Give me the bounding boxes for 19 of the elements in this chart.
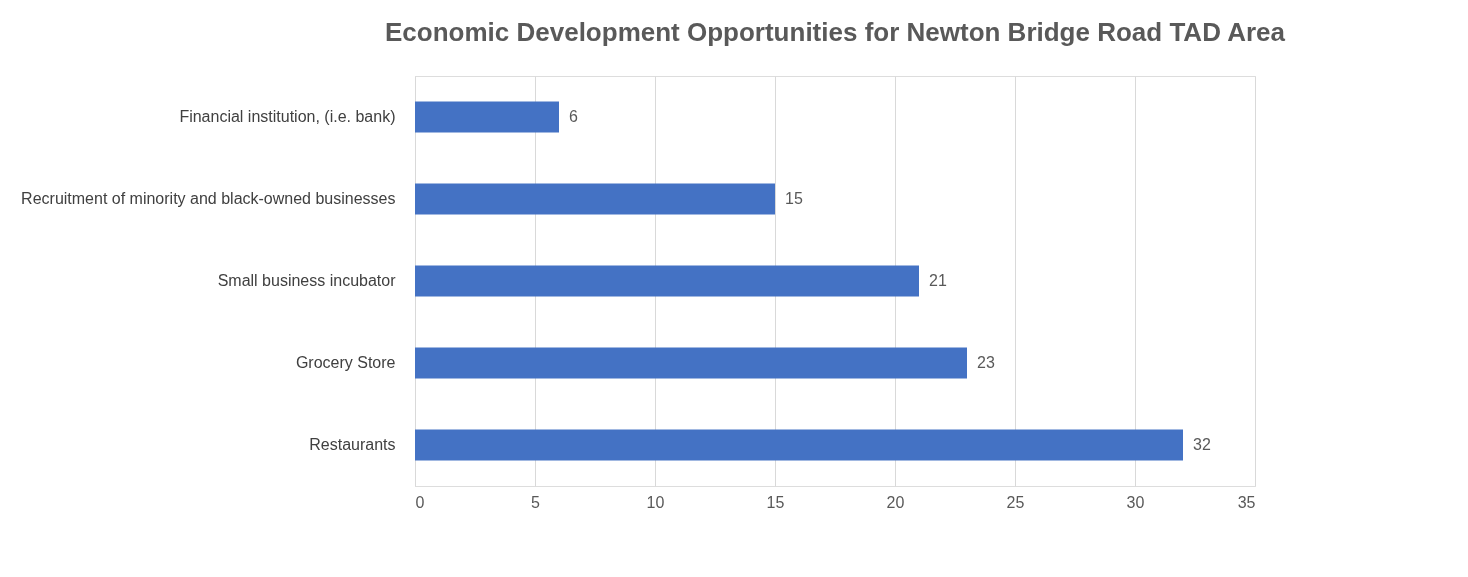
x-tick-label: 30 (1126, 493, 1145, 511)
data-label: 15 (785, 190, 803, 207)
y-tick-label: Recruitment of minority and black-owned businesses (21, 190, 396, 207)
x-tick-label: 20 (886, 493, 905, 511)
y-tick-label: Financial institution, (i.e. bank) (179, 108, 396, 125)
data-label: 21 (929, 272, 947, 289)
x-tick-label: 5 (531, 493, 541, 511)
x-tick-label: 0 (415, 493, 425, 511)
y-tick-label: Grocery Store (295, 354, 396, 371)
x-tick-label: 35 (1237, 493, 1256, 511)
x-tick-label: 10 (646, 493, 665, 511)
chart-title: Economic Development Opportunities for Newton Bridge Road TAD Area (385, 17, 1286, 47)
x-tick-label: 25 (1006, 493, 1025, 511)
x-tick-label: 15 (766, 493, 785, 511)
data-label: 23 (977, 354, 995, 371)
data-label: 32 (1193, 436, 1211, 453)
y-tick-label: Restaurants (309, 436, 396, 453)
data-label: 6 (569, 108, 578, 125)
y-tick-label: Small business incubator (217, 272, 397, 289)
